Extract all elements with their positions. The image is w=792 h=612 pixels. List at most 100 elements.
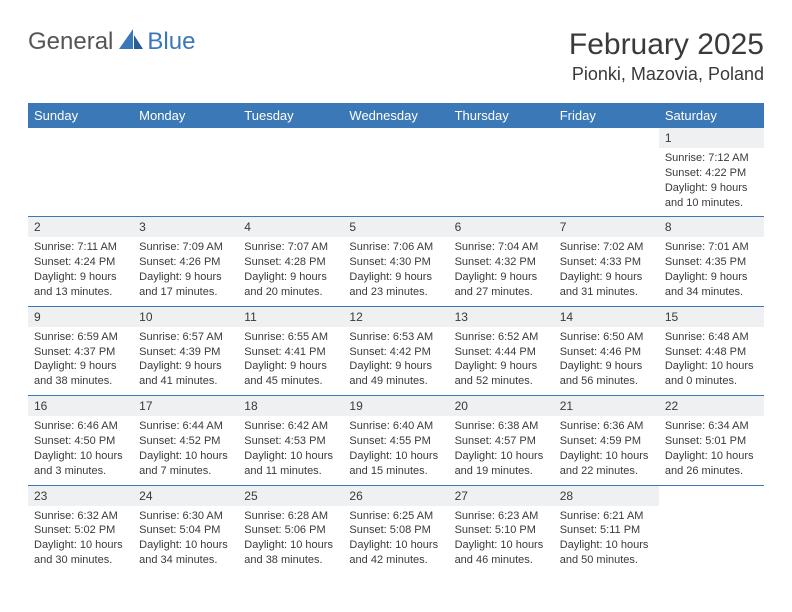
daylight-text: Daylight: 9 hours	[665, 181, 758, 196]
empty-cell	[238, 128, 343, 148]
day-details: Sunrise: 6:23 AMSunset: 5:10 PMDaylight:…	[449, 506, 554, 574]
calendar-cell: 12Sunrise: 6:53 AMSunset: 4:42 PMDayligh…	[343, 306, 448, 395]
sunrise-text: Sunrise: 6:57 AM	[139, 330, 232, 345]
calendar-cell: 15Sunrise: 6:48 AMSunset: 4:48 PMDayligh…	[659, 306, 764, 395]
day-details: Sunrise: 6:25 AMSunset: 5:08 PMDaylight:…	[343, 506, 448, 574]
day-number: 21	[554, 396, 659, 416]
sunset-text: Sunset: 4:48 PM	[665, 345, 758, 360]
brand-part1: General	[28, 28, 113, 56]
calendar-cell	[554, 128, 659, 217]
day-header: Sunday	[28, 103, 133, 128]
calendar-body: 1Sunrise: 7:12 AMSunset: 4:22 PMDaylight…	[28, 128, 764, 574]
calendar-week-row: 2Sunrise: 7:11 AMSunset: 4:24 PMDaylight…	[28, 217, 764, 306]
day-number: 8	[659, 217, 764, 237]
empty-cell	[554, 128, 659, 148]
day-details: Sunrise: 7:07 AMSunset: 4:28 PMDaylight:…	[238, 237, 343, 305]
sunset-text: Sunset: 4:30 PM	[349, 255, 442, 270]
daylight-text: and 45 minutes.	[244, 374, 337, 389]
day-number: 27	[449, 486, 554, 506]
sunset-text: Sunset: 4:37 PM	[34, 345, 127, 360]
day-number: 26	[343, 486, 448, 506]
sunrise-text: Sunrise: 6:23 AM	[455, 509, 548, 524]
sunrise-text: Sunrise: 6:42 AM	[244, 419, 337, 434]
day-details: Sunrise: 7:12 AMSunset: 4:22 PMDaylight:…	[659, 148, 764, 216]
daylight-text: and 30 minutes.	[34, 553, 127, 568]
calendar-cell: 20Sunrise: 6:38 AMSunset: 4:57 PMDayligh…	[449, 396, 554, 485]
sunset-text: Sunset: 4:22 PM	[665, 166, 758, 181]
daylight-text: Daylight: 9 hours	[139, 359, 232, 374]
calendar-cell	[133, 128, 238, 217]
daylight-text: and 23 minutes.	[349, 285, 442, 300]
day-number: 19	[343, 396, 448, 416]
calendar-cell: 10Sunrise: 6:57 AMSunset: 4:39 PMDayligh…	[133, 306, 238, 395]
sunrise-text: Sunrise: 6:44 AM	[139, 419, 232, 434]
sunrise-text: Sunrise: 6:53 AM	[349, 330, 442, 345]
sunrise-text: Sunrise: 6:28 AM	[244, 509, 337, 524]
sunset-text: Sunset: 4:41 PM	[244, 345, 337, 360]
daylight-text: and 22 minutes.	[560, 464, 653, 479]
daylight-text: and 50 minutes.	[560, 553, 653, 568]
day-number: 20	[449, 396, 554, 416]
day-number: 7	[554, 217, 659, 237]
daylight-text: Daylight: 10 hours	[560, 449, 653, 464]
day-details: Sunrise: 6:38 AMSunset: 4:57 PMDaylight:…	[449, 416, 554, 484]
daylight-text: and 31 minutes.	[560, 285, 653, 300]
daylight-text: Daylight: 9 hours	[349, 270, 442, 285]
calendar-cell: 1Sunrise: 7:12 AMSunset: 4:22 PMDaylight…	[659, 128, 764, 217]
sunset-text: Sunset: 4:32 PM	[455, 255, 548, 270]
sunset-text: Sunset: 4:52 PM	[139, 434, 232, 449]
empty-cell	[28, 128, 133, 148]
sunset-text: Sunset: 5:10 PM	[455, 523, 548, 538]
calendar-cell: 28Sunrise: 6:21 AMSunset: 5:11 PMDayligh…	[554, 485, 659, 574]
sunset-text: Sunset: 5:06 PM	[244, 523, 337, 538]
sunrise-text: Sunrise: 7:07 AM	[244, 240, 337, 255]
sunrise-text: Sunrise: 7:04 AM	[455, 240, 548, 255]
sunrise-text: Sunrise: 6:59 AM	[34, 330, 127, 345]
daylight-text: and 38 minutes.	[34, 374, 127, 389]
day-details: Sunrise: 6:50 AMSunset: 4:46 PMDaylight:…	[554, 327, 659, 395]
sunrise-text: Sunrise: 7:09 AM	[139, 240, 232, 255]
day-details: Sunrise: 6:36 AMSunset: 4:59 PMDaylight:…	[554, 416, 659, 484]
daylight-text: and 42 minutes.	[349, 553, 442, 568]
month-title: February 2025	[569, 28, 764, 62]
sunrise-text: Sunrise: 6:55 AM	[244, 330, 337, 345]
daylight-text: and 52 minutes.	[455, 374, 548, 389]
daylight-text: Daylight: 9 hours	[560, 359, 653, 374]
daylight-text: Daylight: 10 hours	[34, 449, 127, 464]
sunrise-text: Sunrise: 7:12 AM	[665, 151, 758, 166]
day-number: 23	[28, 486, 133, 506]
calendar-cell: 19Sunrise: 6:40 AMSunset: 4:55 PMDayligh…	[343, 396, 448, 485]
logo-sail-icon	[119, 29, 145, 56]
day-number: 13	[449, 307, 554, 327]
sunset-text: Sunset: 4:50 PM	[34, 434, 127, 449]
daylight-text: and 19 minutes.	[455, 464, 548, 479]
day-details: Sunrise: 6:21 AMSunset: 5:11 PMDaylight:…	[554, 506, 659, 574]
day-details: Sunrise: 7:11 AMSunset: 4:24 PMDaylight:…	[28, 237, 133, 305]
calendar-cell: 6Sunrise: 7:04 AMSunset: 4:32 PMDaylight…	[449, 217, 554, 306]
calendar-cell: 2Sunrise: 7:11 AMSunset: 4:24 PMDaylight…	[28, 217, 133, 306]
empty-cell	[449, 128, 554, 148]
calendar-week-row: 1Sunrise: 7:12 AMSunset: 4:22 PMDaylight…	[28, 128, 764, 217]
day-number: 5	[343, 217, 448, 237]
sunrise-text: Sunrise: 7:02 AM	[560, 240, 653, 255]
calendar-cell: 22Sunrise: 6:34 AMSunset: 5:01 PMDayligh…	[659, 396, 764, 485]
calendar-cell: 18Sunrise: 6:42 AMSunset: 4:53 PMDayligh…	[238, 396, 343, 485]
daylight-text: and 20 minutes.	[244, 285, 337, 300]
day-details: Sunrise: 6:32 AMSunset: 5:02 PMDaylight:…	[28, 506, 133, 574]
sunset-text: Sunset: 4:39 PM	[139, 345, 232, 360]
daylight-text: Daylight: 10 hours	[455, 538, 548, 553]
day-header: Monday	[133, 103, 238, 128]
daylight-text: Daylight: 9 hours	[560, 270, 653, 285]
daylight-text: Daylight: 9 hours	[34, 270, 127, 285]
daylight-text: Daylight: 9 hours	[244, 270, 337, 285]
daylight-text: and 3 minutes.	[34, 464, 127, 479]
daylight-text: Daylight: 9 hours	[349, 359, 442, 374]
sunset-text: Sunset: 4:55 PM	[349, 434, 442, 449]
empty-cell	[659, 486, 764, 506]
day-number: 24	[133, 486, 238, 506]
daylight-text: Daylight: 9 hours	[139, 270, 232, 285]
day-number: 15	[659, 307, 764, 327]
day-details: Sunrise: 7:09 AMSunset: 4:26 PMDaylight:…	[133, 237, 238, 305]
sunset-text: Sunset: 5:11 PM	[560, 523, 653, 538]
daylight-text: and 34 minutes.	[139, 553, 232, 568]
